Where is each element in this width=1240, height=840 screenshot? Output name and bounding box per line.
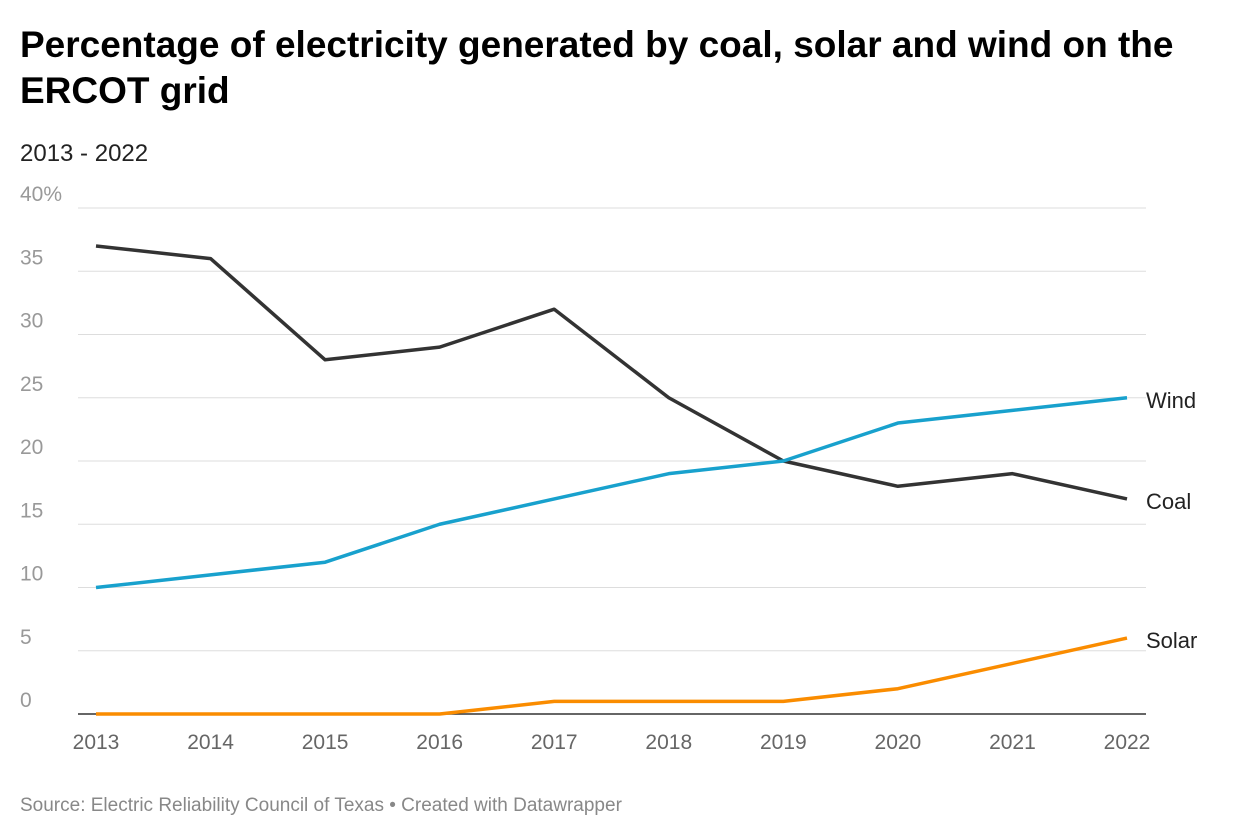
y-tick-label: 15 xyxy=(20,499,43,522)
y-tick-label: 40% xyxy=(20,183,62,206)
series-label-wind: Wind xyxy=(1146,388,1196,413)
chart-subtitle: 2013 - 2022 xyxy=(20,140,149,167)
x-tick-label: 2019 xyxy=(760,731,807,754)
x-tick-label: 2021 xyxy=(989,731,1036,754)
x-tick-label: 2022 xyxy=(1104,731,1151,754)
series-label-coal: Coal xyxy=(1146,489,1191,514)
y-tick-label: 25 xyxy=(20,373,43,396)
y-tick-label: 35 xyxy=(20,246,43,269)
x-tick-label: 2016 xyxy=(416,731,463,754)
series-line-coal xyxy=(95,244,1128,501)
series-line-wind xyxy=(95,396,1128,590)
x-tick-label: 2014 xyxy=(187,731,234,754)
x-tick-label: 2015 xyxy=(302,731,349,754)
series-label-solar: Solar xyxy=(1146,628,1197,653)
chart-source: Source: Electric Reliability Council of … xyxy=(20,795,622,816)
y-tick-label: 0 xyxy=(20,689,32,712)
series-line-solar xyxy=(96,636,1128,716)
y-tick-label: 20 xyxy=(20,436,43,459)
x-tick-label: 2017 xyxy=(531,731,578,754)
x-tick-label: 2020 xyxy=(875,731,922,754)
y-tick-label: 30 xyxy=(20,310,43,333)
y-tick-label: 10 xyxy=(20,563,43,586)
y-tick-label: 5 xyxy=(20,626,32,649)
x-tick-label: 2013 xyxy=(73,731,120,754)
chart-title: Percentage of electricity generated by c… xyxy=(20,24,1174,111)
x-tick-label: 2018 xyxy=(645,731,692,754)
